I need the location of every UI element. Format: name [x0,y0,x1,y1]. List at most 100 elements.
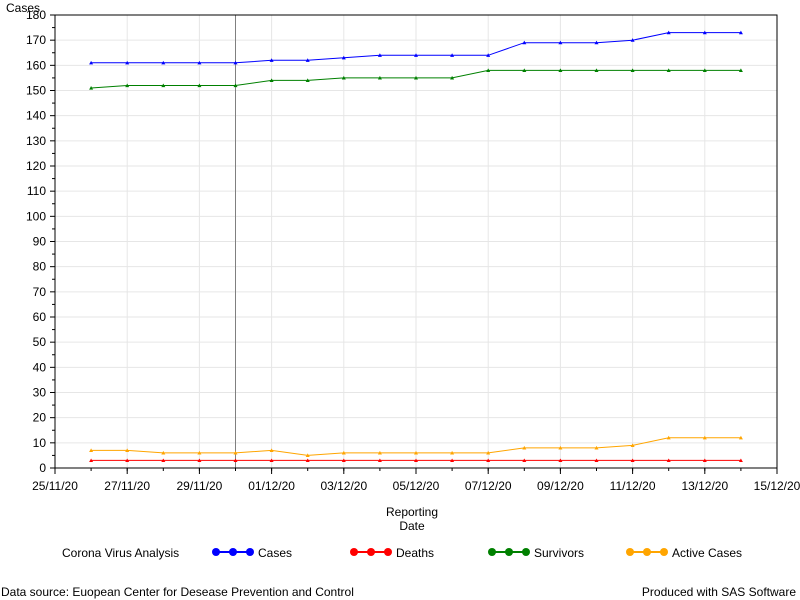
data-point-deaths [305,458,310,463]
y-tick-label: 60 [33,310,47,324]
data-point-active-cases [341,450,346,455]
data-point-cases [558,40,563,45]
y-tick-label: 110 [27,184,46,198]
data-point-cases [594,40,599,45]
data-point-survivors [486,68,491,72]
x-tick-label: 25/11/20 [32,479,78,493]
data-point-survivors [377,75,382,80]
data-point-deaths [594,458,599,463]
legend-item-active-cases: Active Cases [626,546,742,560]
x-tick-label: 11/12/20 [610,479,656,493]
data-point-survivors [738,68,743,72]
data-point-deaths [341,458,346,463]
y-tick-label: 50 [33,335,47,349]
data-point-cases [233,60,238,65]
data-point-active-cases [558,445,563,450]
data-point-cases [305,58,310,62]
grid-lines [55,14,777,468]
series-active-cases [89,435,743,458]
legend-swatch-marker [350,548,358,556]
data-point-survivors [702,68,707,72]
series-cases [89,30,743,65]
y-tick-label: 70 [33,285,47,299]
data-point-deaths [738,458,743,463]
legend-swatch-marker [246,548,254,556]
x-axis-title-line-1: Reporting [386,505,438,519]
legend-swatch-marker [212,548,220,556]
legend-swatch-marker [626,548,634,556]
legend-label-deaths: Deaths [396,546,434,560]
legend-swatch-marker [229,548,237,556]
y-tick-label: 160 [26,58,46,72]
data-point-cases [666,30,671,35]
data-point-active-cases [414,450,418,455]
legend: Corona Virus Analysis Cases Deaths Survivo… [62,546,742,560]
data-point-survivors [666,68,671,72]
data-point-survivors [197,83,202,88]
data-point-deaths [450,458,455,463]
y-tick-label: 90 [33,235,47,249]
legend-label-active-cases: Active Cases [672,546,742,560]
data-point-cases [89,60,94,65]
data-point-deaths [702,458,707,463]
y-tick-label: 40 [33,360,47,374]
legend-swatch-marker [505,548,513,556]
legend-title: Corona Virus Analysis [62,546,179,560]
data-point-cases [161,60,166,65]
y-tick-label: 100 [26,209,46,223]
legend-item-deaths: Deaths [350,546,434,560]
y-tick-label: 80 [33,260,47,274]
data-point-survivors [125,83,130,88]
data-point-active-cases [269,448,274,452]
software-credit: Produced with SAS Software [641,585,796,599]
data-point-survivors [558,68,563,72]
data-point-survivors [522,68,527,72]
data-point-deaths [630,458,635,463]
series-deaths [89,458,743,463]
data-point-deaths [666,458,671,463]
data-point-deaths [197,458,202,463]
x-tick-label: 29/11/20 [176,479,222,493]
legend-swatch-marker [660,548,668,556]
data-point-cases [702,30,707,35]
series-layer [89,30,743,463]
y-tick-label: 30 [33,386,47,400]
legend-item-survivors: Survivors [488,546,584,560]
data-point-cases [341,55,346,60]
data-point-survivors [414,75,418,80]
data-point-cases [414,53,418,57]
data-point-active-cases [89,448,94,452]
data-point-deaths [233,458,238,463]
y-tick-label: 0 [39,461,46,475]
y-tick-label: 20 [33,411,47,425]
y-tick-label: 180 [26,8,46,22]
x-tick-label: 05/12/20 [393,479,440,493]
y-tick-label: 130 [26,134,46,148]
x-tick-label: 13/12/20 [681,479,728,493]
data-point-active-cases [305,453,310,458]
data-point-active-cases [125,448,130,452]
x-tick-label: 03/12/20 [320,479,367,493]
data-point-deaths [486,458,491,463]
data-point-survivors [305,78,310,83]
data-point-survivors [341,75,346,80]
x-axis: 25/11/20 27/11/20 29/11/20 01/12/20 03/12/20… [32,467,800,493]
legend-swatch-marker [488,548,496,556]
legend-label-cases: Cases [258,546,292,560]
data-point-cases [197,60,202,65]
x-tick-label: 09/12/20 [537,479,584,493]
data-point-survivors [630,68,635,72]
y-tick-label: 120 [26,159,46,173]
data-point-deaths [125,458,130,463]
data-point-survivors [269,78,274,83]
data-point-active-cases [161,450,166,455]
data-point-cases [269,58,274,62]
data-point-survivors [450,75,455,80]
data-point-deaths [377,458,382,463]
data-point-active-cases [630,443,635,447]
data-point-active-cases [450,450,455,455]
data-point-active-cases [666,435,671,440]
series-survivors [89,68,743,90]
data-point-cases [522,40,527,45]
legend-swatch-marker [522,548,530,556]
